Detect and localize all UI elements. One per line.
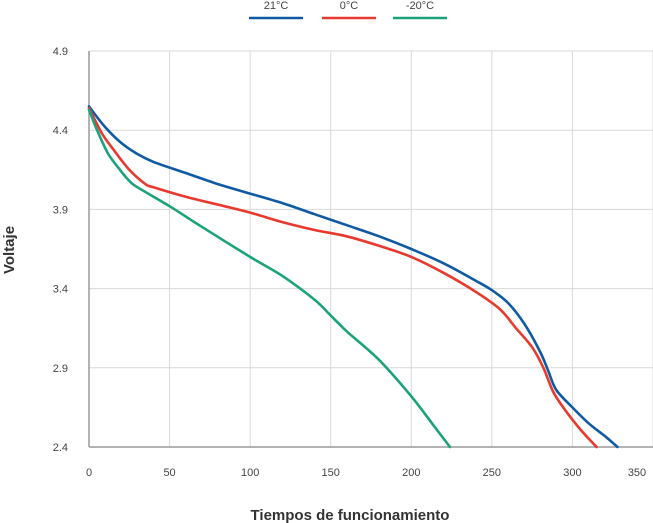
legend-label: 0°C [340, 0, 359, 12]
x-tick-label: 50 [163, 467, 175, 479]
y-tick-label: 3.4 [53, 284, 68, 296]
x-axis-ticks: 0 50 100 150 200 250 300 350 [86, 467, 646, 479]
gridlines [89, 50, 653, 447]
legend-label: -20°C [406, 0, 434, 12]
x-tick-label: 100 [241, 467, 259, 479]
y-axis-ticks: 2.4 2.9 3.4 3.9 4.4 4.9 [53, 46, 68, 454]
x-tick-label: 0 [86, 467, 92, 479]
y-tick-label: 2.4 [53, 442, 68, 454]
y-tick-label: 4.4 [53, 125, 68, 137]
y-tick-label: 3.9 [53, 204, 68, 216]
legend: 21°C 0°C -20°C [249, 0, 447, 20]
x-tick-label: 150 [322, 467, 340, 479]
series-line-0C [87, 106, 598, 449]
plot-area [88, 51, 653, 448]
y-axis-title: Voltaje [1, 226, 18, 274]
x-axis-title: Tiempos de funcionamiento [251, 507, 450, 523]
series-line-21C [87, 105, 619, 449]
y-tick-label: 4.9 [53, 46, 68, 58]
legend-label: 21°C [264, 0, 289, 12]
series-lines [87, 105, 619, 449]
x-tick-label: 350 [628, 467, 646, 479]
x-tick-label: 200 [402, 467, 420, 479]
x-tick-label: 250 [483, 467, 501, 479]
y-tick-label: 2.9 [53, 363, 68, 375]
x-tick-label: 300 [563, 467, 581, 479]
series-line--20C [87, 108, 452, 449]
